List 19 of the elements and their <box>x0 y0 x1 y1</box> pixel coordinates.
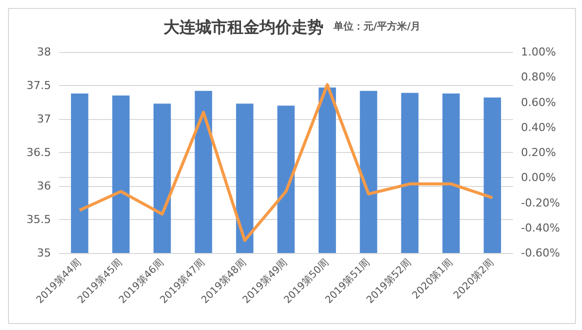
line-series <box>78 83 494 242</box>
y2-tick-label: 1.00% <box>521 46 556 58</box>
y-tick-label: 35.5 <box>26 213 51 226</box>
y-tick-label: 36.5 <box>26 146 51 159</box>
y-tick-label: 35 <box>37 246 51 260</box>
y2-tick-label: -0.20% <box>521 196 560 210</box>
y2-tick-label: 0.60% <box>521 96 556 109</box>
y2-tick-label: -0.60% <box>521 246 560 260</box>
chart-title: 大连城市租金均价走势 <box>163 18 324 36</box>
y-tick-label: 36 <box>37 180 51 192</box>
y2-tick-label: -0.40% <box>521 221 560 234</box>
y2-tick-label: 0.40% <box>521 120 556 134</box>
y-tick-label: 38 <box>37 46 51 58</box>
y2-tick-label: 0.00% <box>521 171 556 184</box>
y-tick-label: 37 <box>37 112 51 126</box>
y2-tick-label: 0.20% <box>521 146 556 159</box>
y2-tick-label: 0.80% <box>521 70 556 84</box>
y-tick-label: 37.5 <box>26 79 51 92</box>
chart-subtitle: 单位：元/平方米/月 <box>332 20 421 32</box>
